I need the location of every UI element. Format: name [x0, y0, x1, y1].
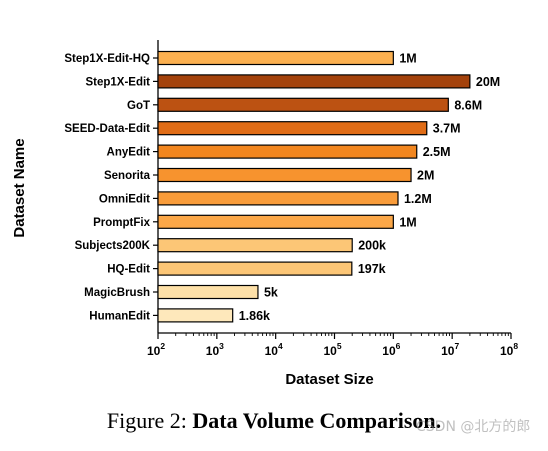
value-label: 197k — [358, 262, 386, 276]
x-tick-label: 102 — [147, 341, 165, 358]
category-label: GoT — [127, 100, 150, 112]
caption-title: Data Volume Comparison. — [192, 408, 442, 433]
category-label: HumanEdit — [89, 310, 150, 322]
x-axis-title: Dataset Size — [285, 371, 373, 388]
bar — [157, 261, 353, 276]
value-label: 8.6M — [454, 98, 482, 112]
bar — [157, 97, 449, 112]
category-label: HQ-Edit — [107, 264, 150, 276]
category-label: SEED-Data-Edit — [64, 123, 150, 135]
value-label: 1M — [399, 215, 416, 229]
category-label: MagicBrush — [84, 287, 150, 299]
bar — [157, 167, 412, 183]
y-axis-title: Dataset Name — [11, 138, 28, 237]
value-label: 3.7M — [433, 122, 461, 136]
category-label: Step1X-Edit-HQ — [64, 53, 150, 65]
caption-prefix: Figure 2: — [106, 408, 187, 433]
category-label: Senorita — [104, 170, 151, 182]
bar — [157, 238, 353, 253]
value-label: 200k — [358, 239, 386, 253]
category-label: Subjects200K — [75, 240, 151, 252]
value-label: 1.2M — [404, 192, 432, 206]
bar — [157, 214, 394, 229]
bar — [157, 191, 399, 206]
x-tick-label: 103 — [206, 341, 224, 358]
figure-caption: Figure 2: Data Volume Comparison. — [0, 408, 548, 434]
x-tick-label: 104 — [265, 341, 283, 358]
value-label: 2M — [417, 169, 434, 183]
x-tick-label: 106 — [382, 341, 400, 358]
value-label: 5k — [264, 286, 278, 300]
watermark: CSDN @北方的郎 — [416, 419, 531, 435]
bar — [157, 284, 259, 300]
bar — [157, 144, 418, 159]
bar — [157, 74, 471, 89]
x-tick-label: 108 — [500, 341, 518, 358]
category-label: AnyEdit — [107, 147, 151, 159]
value-label: 1.86k — [239, 309, 270, 323]
bar-chart: Step1X-Edit-HQ 1M Step1X-Edit 20M GoT 8.6M SEE… — [11, 40, 518, 388]
x-tick-label: 107 — [441, 341, 459, 358]
category-label: PromptFix — [93, 217, 150, 229]
category-label: OmniEdit — [99, 193, 150, 205]
category-label: Step1X-Edit — [85, 76, 150, 88]
bar — [157, 308, 234, 323]
value-label: 20M — [476, 75, 500, 89]
x-tick-label: 105 — [323, 341, 341, 358]
value-label: 2.5M — [423, 145, 451, 159]
bar — [157, 50, 394, 66]
value-label: 1M — [399, 52, 416, 66]
bar — [157, 121, 428, 136]
